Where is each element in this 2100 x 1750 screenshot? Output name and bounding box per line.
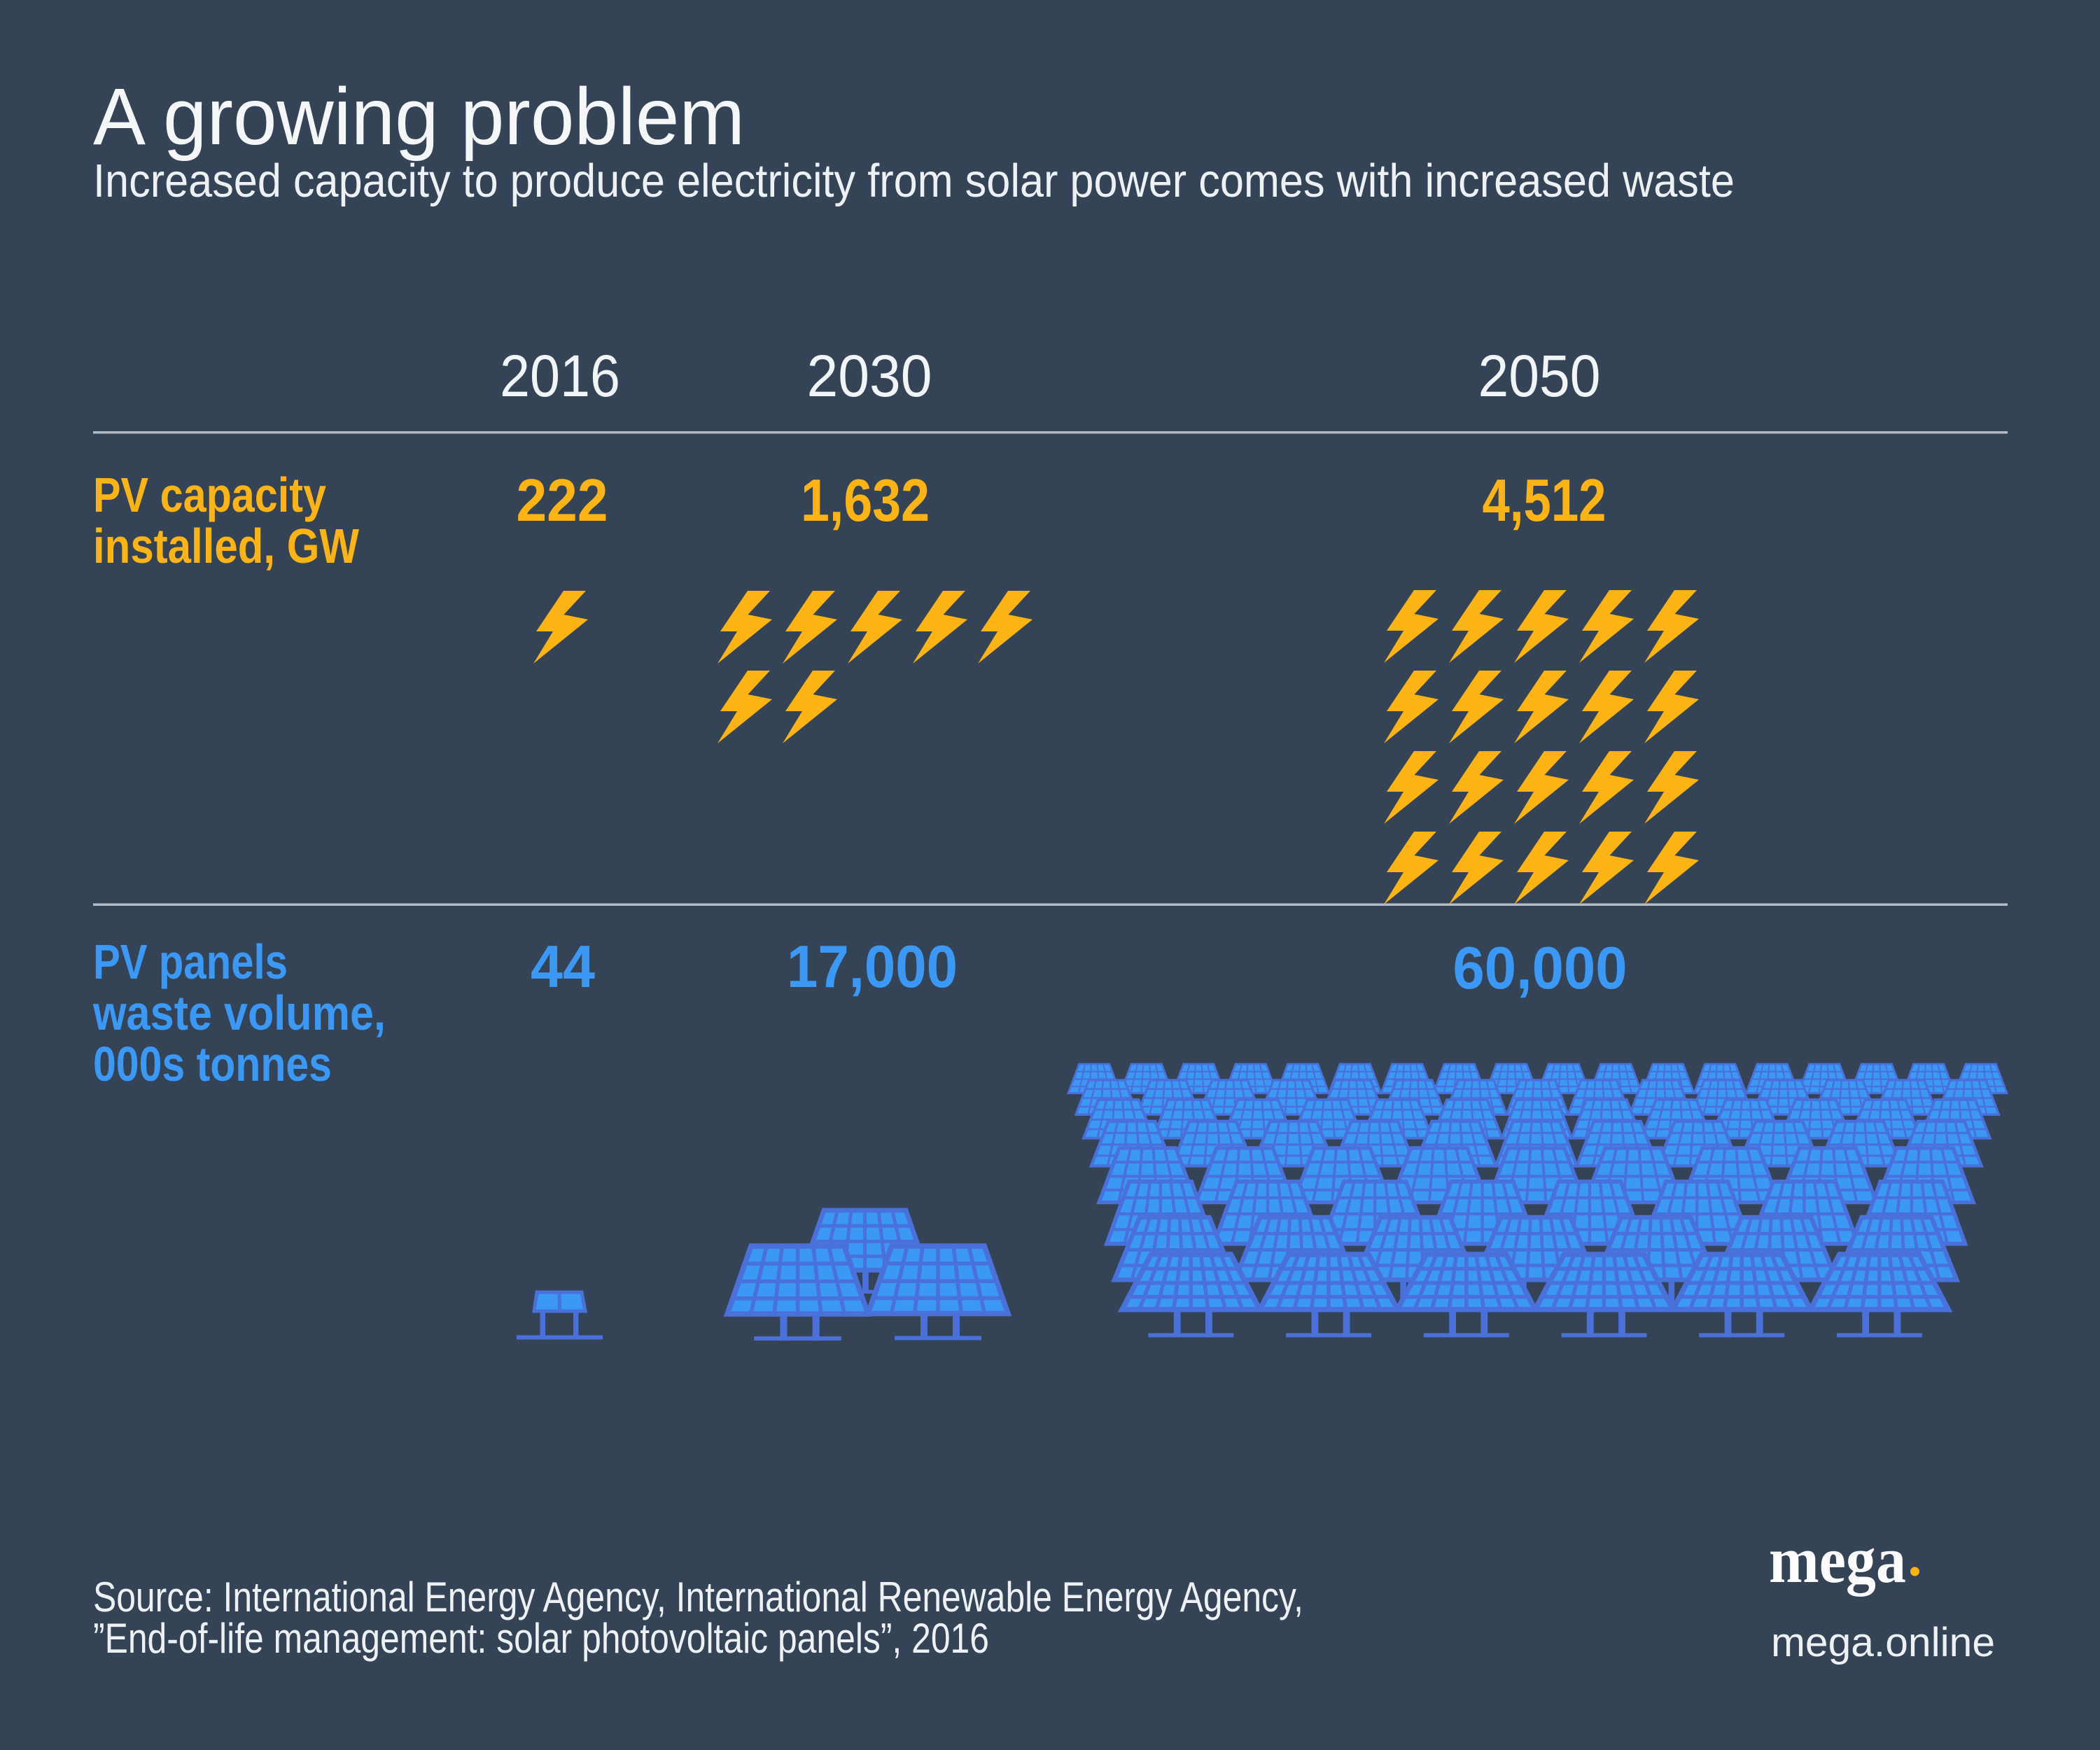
svg-text:2030: 2030 xyxy=(807,343,932,409)
svg-text:4,512: 4,512 xyxy=(1483,468,1606,534)
svg-text:2050: 2050 xyxy=(1478,343,1601,409)
svg-text:waste volume,: waste volume, xyxy=(92,986,386,1040)
svg-text:222: 222 xyxy=(517,468,608,534)
svg-text:”End-of-life management: solar: ”End-of-life management: solar photovolt… xyxy=(93,1615,989,1662)
svg-text:PV capacity: PV capacity xyxy=(93,468,326,522)
svg-text:17,000: 17,000 xyxy=(787,934,958,1000)
svg-text:44: 44 xyxy=(531,934,595,1000)
svg-text:installed, GW: installed, GW xyxy=(93,519,359,573)
svg-text:mega: mega xyxy=(1769,1524,1906,1597)
svg-text:PV panels: PV panels xyxy=(93,934,288,989)
svg-text:60,000: 60,000 xyxy=(1453,935,1628,1002)
svg-text:2016: 2016 xyxy=(500,343,620,409)
svg-text:mega.online: mega.online xyxy=(1771,1620,1995,1665)
svg-text:Increased capacity to produce: Increased capacity to produce electricit… xyxy=(93,155,1735,207)
svg-text:Source: International Energy A: Source: International Energy Agency, Int… xyxy=(93,1574,1303,1620)
svg-text:A growing problem: A growing problem xyxy=(93,72,745,162)
svg-text:1,632: 1,632 xyxy=(801,468,930,534)
svg-text:000s tonnes: 000s tonnes xyxy=(93,1037,332,1091)
